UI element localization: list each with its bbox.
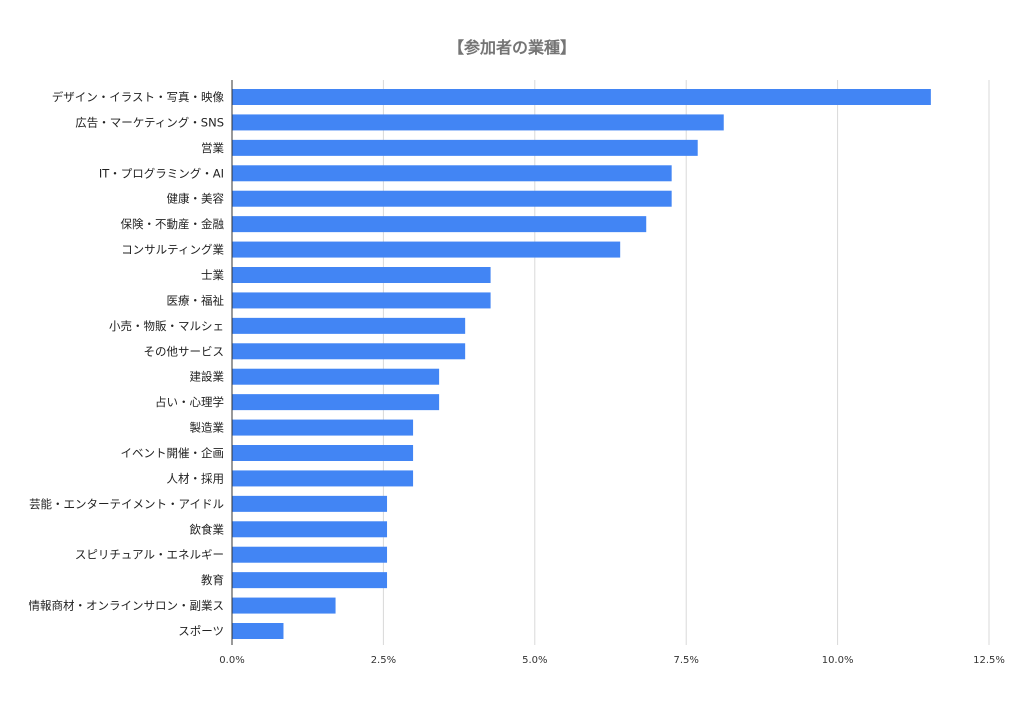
bar bbox=[232, 546, 388, 563]
bar bbox=[232, 241, 621, 258]
category-label: 飲食業 bbox=[190, 522, 225, 536]
bar bbox=[232, 267, 491, 283]
category-label: 人材・採用 bbox=[167, 471, 225, 485]
category-label: 占い・心理学 bbox=[155, 395, 224, 409]
x-tick-label: 10.0% bbox=[822, 655, 854, 666]
category-label: コンサルティング業 bbox=[121, 243, 224, 257]
category-label: イベント開催・企画 bbox=[121, 446, 225, 460]
category-label: その他サービス bbox=[144, 344, 225, 358]
category-label: 建設業 bbox=[190, 370, 225, 384]
x-tick-label: 12.5% bbox=[973, 655, 1005, 666]
bar bbox=[232, 292, 491, 309]
x-tick-label: 2.5% bbox=[371, 655, 396, 666]
bar bbox=[232, 368, 440, 385]
category-label: 士業 bbox=[201, 268, 224, 282]
bar bbox=[232, 114, 724, 131]
bar bbox=[232, 521, 388, 538]
bar bbox=[232, 470, 414, 487]
category-label: 小売・物販・マルシェ bbox=[109, 319, 224, 333]
category-label: 医療・福祉 bbox=[167, 293, 225, 307]
bar bbox=[232, 190, 672, 207]
category-label: スポーツ bbox=[178, 624, 224, 638]
category-label: 健康・美容 bbox=[167, 192, 225, 206]
bar bbox=[232, 317, 466, 334]
x-tick-label: 7.5% bbox=[673, 655, 698, 666]
category-label: 情報商材・オンラインサロン・副業ス bbox=[29, 599, 225, 613]
bar bbox=[232, 623, 284, 639]
category-label: IT・プログラミング・AI bbox=[99, 166, 224, 180]
category-label: デザイン・イラスト・写真・映像 bbox=[52, 90, 225, 104]
category-label: 保険・不動産・金融 bbox=[121, 217, 225, 231]
x-tick-label: 0.0% bbox=[219, 655, 244, 666]
category-label: 製造業 bbox=[190, 421, 225, 435]
category-label: 広告・マーケティング・SNS bbox=[75, 115, 224, 129]
x-tick-label: 5.0% bbox=[522, 655, 547, 666]
bar bbox=[232, 445, 414, 461]
category-label: 芸能・エンターテイメント・アイドル bbox=[29, 497, 224, 511]
category-label: 営業 bbox=[201, 141, 224, 155]
category-label: スピリチュアル・エネルギー bbox=[75, 548, 224, 562]
bar bbox=[232, 572, 388, 589]
bar bbox=[232, 419, 414, 436]
bar bbox=[232, 597, 336, 614]
bar bbox=[232, 216, 647, 233]
bar bbox=[232, 495, 388, 512]
bar bbox=[232, 165, 672, 182]
bar bbox=[232, 343, 466, 360]
bar bbox=[232, 139, 698, 156]
bar bbox=[232, 89, 931, 105]
chart-title: 【参加者の業種】 bbox=[447, 38, 576, 57]
bar bbox=[232, 394, 440, 411]
category-label: 教育 bbox=[201, 573, 224, 587]
